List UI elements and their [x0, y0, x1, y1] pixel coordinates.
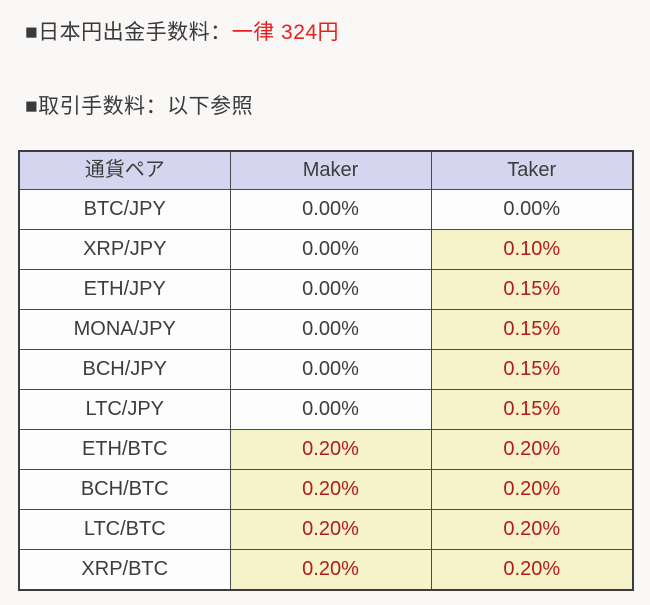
table-row: ETH/JPY 0.00% 0.15%: [18, 269, 634, 310]
maker-fee-cell: 0.00%: [229, 349, 432, 390]
fee-table-body: BTC/JPY 0.00% 0.00% XRP/JPY 0.00% 0.10% ETH/JP…: [18, 189, 634, 591]
maker-fee-cell: 0.20%: [229, 549, 432, 591]
taker-fee-cell: 0.20%: [430, 469, 634, 510]
pair-cell: MONA/JPY: [18, 309, 231, 350]
table-row: BCH/JPY 0.00% 0.15%: [18, 349, 634, 390]
table-row: BCH/BTC 0.20% 0.20%: [18, 469, 634, 510]
taker-fee-cell: 0.15%: [430, 349, 634, 390]
taker-fee-cell: 0.20%: [430, 549, 634, 591]
pair-cell: BCH/JPY: [18, 349, 231, 390]
trading-fee-label: ■取引手数料：以下参照: [25, 95, 254, 118]
taker-fee-cell: 0.15%: [430, 269, 634, 310]
column-header-pair: 通貨ペア: [18, 150, 231, 190]
table-row: LTC/JPY 0.00% 0.15%: [18, 389, 634, 430]
taker-fee-cell: 0.20%: [430, 509, 634, 550]
pair-cell: BCH/BTC: [18, 469, 231, 510]
maker-fee-cell: 0.00%: [229, 389, 432, 430]
maker-fee-cell: 0.20%: [229, 469, 432, 510]
maker-fee-cell: 0.20%: [229, 509, 432, 550]
taker-fee-cell: 0.15%: [430, 389, 634, 430]
table-row: ETH/BTC 0.20% 0.20%: [18, 429, 634, 470]
column-header-maker: Maker: [229, 150, 432, 190]
withdrawal-fee-label: ■日本円出金手数料：: [25, 21, 232, 44]
table-row: MONA/JPY 0.00% 0.15%: [18, 309, 634, 350]
table-row: XRP/BTC 0.20% 0.20%: [18, 549, 634, 591]
withdrawal-fee-value: 一律 324円: [231, 21, 340, 44]
trading-fee-heading: ■取引手数料：以下参照: [25, 90, 253, 120]
maker-fee-cell: 0.20%: [229, 429, 432, 470]
header-row: 通貨ペア Maker Taker: [18, 150, 634, 190]
maker-fee-cell: 0.00%: [229, 269, 432, 310]
table-row: XRP/JPY 0.00% 0.10%: [18, 229, 634, 270]
pair-cell: ETH/BTC: [18, 429, 231, 470]
withdrawal-fee-heading: ■日本円出金手数料：一律 324円: [25, 16, 339, 46]
table-row: LTC/BTC 0.20% 0.20%: [18, 509, 634, 550]
trading-fee-table: 通貨ペア Maker Taker BTC/JPY 0.00% 0.00% XRP/JP…: [18, 150, 634, 591]
pair-cell: LTC/JPY: [18, 389, 231, 430]
table-row: BTC/JPY 0.00% 0.00%: [18, 189, 634, 230]
pair-cell: ETH/JPY: [18, 269, 231, 310]
fee-table-header: 通貨ペア Maker Taker: [18, 150, 634, 190]
maker-fee-cell: 0.00%: [229, 189, 432, 230]
pair-cell: XRP/JPY: [18, 229, 231, 270]
taker-fee-cell: 0.15%: [430, 309, 634, 350]
maker-fee-cell: 0.00%: [229, 309, 432, 350]
pair-cell: BTC/JPY: [18, 189, 231, 230]
taker-fee-cell: 0.00%: [430, 189, 634, 230]
taker-fee-cell: 0.20%: [430, 429, 634, 470]
pair-cell: LTC/BTC: [18, 509, 231, 550]
pair-cell: XRP/BTC: [18, 549, 231, 591]
column-header-taker: Taker: [430, 150, 634, 190]
maker-fee-cell: 0.00%: [229, 229, 432, 270]
taker-fee-cell: 0.10%: [430, 229, 634, 270]
